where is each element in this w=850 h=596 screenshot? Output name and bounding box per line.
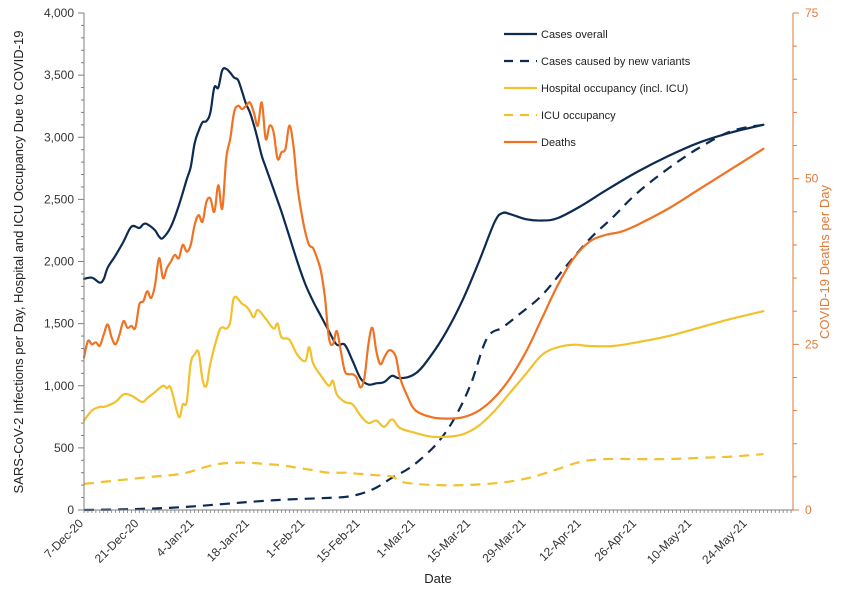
series-hospital-occupancy-incl-icu (82, 295, 765, 439)
x-tick-label: 29-Mar-21 (479, 516, 528, 565)
x-axis-title: Date (424, 571, 451, 586)
x-tick-label: 24-May-21 (699, 516, 750, 567)
x-tick-label: 7-Dec-20 (41, 516, 86, 561)
x-tick-label: 26-Apr-21 (591, 516, 639, 564)
x-tick-label: 21-Dec-20 (92, 516, 142, 566)
series-cases-overall (82, 67, 765, 386)
y-tick-label: 2,500 (44, 192, 74, 206)
y-tick-label: 0 (67, 503, 74, 517)
y-tick-label: 2,000 (44, 255, 74, 269)
x-tick-label: 4-Jan-21 (153, 516, 197, 560)
plot-lines (82, 67, 765, 512)
series-icu-occupancy (83, 453, 764, 487)
legend-label: ICU occupancy (541, 110, 616, 122)
series-deaths (82, 101, 765, 420)
y-tick-label: 500 (54, 441, 74, 455)
x-tick-label: 15-Mar-21 (424, 516, 473, 565)
x-tick-label: 1-Feb-21 (263, 516, 308, 561)
axes: 0 500 1,000 1,500 2,000 2,500 3,000 3,500 4,000 0… (41, 6, 818, 567)
legend-label: Cases overall (541, 29, 608, 41)
legend-label: Hospital occupancy (incl. ICU) (541, 83, 688, 95)
legend: Cases overall Cases caused by new variant… (504, 29, 691, 149)
legend-label: Cases caused by new variants (541, 56, 691, 68)
x-tick-label: 15-Feb-21 (314, 516, 363, 565)
y2-tick-label: 50 (805, 172, 819, 186)
y-tick-label: 1,500 (44, 317, 74, 331)
x-tick-label: 1-Mar-21 (374, 516, 419, 561)
legend-label: Deaths (541, 137, 576, 149)
x-tick-label: 10-May-21 (644, 516, 695, 567)
y-tick-label: 3,000 (44, 130, 74, 144)
y-tick-label: 4,000 (44, 6, 74, 20)
y-tick-label: 3,500 (44, 68, 74, 82)
y-tick-label: 1,000 (44, 379, 74, 393)
y-axis-title: SARS-CoV-2 Infections per Day, Hospital … (11, 31, 26, 494)
x-tick-label: 12-Apr-21 (536, 516, 584, 564)
y2-axis-title: COVID-19 Deaths per Day (817, 185, 832, 339)
y2-tick-label: 75 (805, 6, 819, 20)
y2-tick-label: 0 (805, 503, 812, 517)
x-tick-label: 18-Jan-21 (204, 516, 252, 564)
y2-tick-label: 25 (805, 337, 819, 351)
